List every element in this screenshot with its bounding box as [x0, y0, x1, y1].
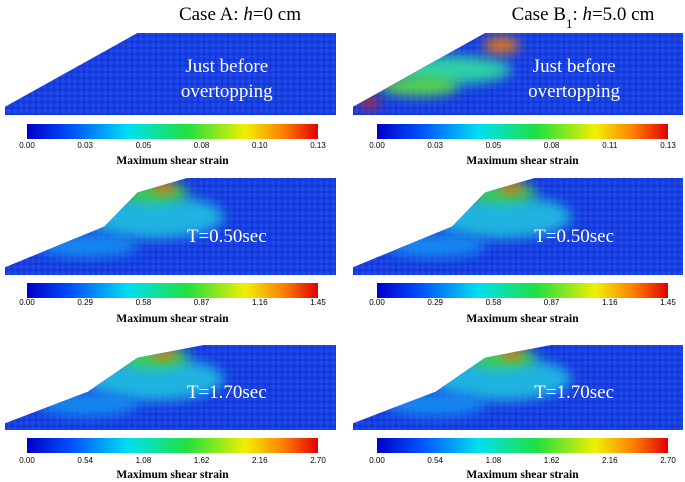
colorbar-tick: 2.16	[252, 456, 268, 465]
colorbar-label: Maximum shear strain	[116, 469, 229, 481]
panel-label: Just before	[185, 56, 268, 77]
title-part: Case B	[512, 4, 566, 25]
colorbar-tick: 0.03	[77, 141, 93, 150]
colorbar-tick: 1.62	[544, 456, 560, 465]
panel-label: T=0.50sec	[187, 226, 267, 247]
strain-zone	[385, 392, 486, 417]
column-title: Case A: h=0 cm	[179, 4, 301, 25]
panel-label: T=0.50sec	[534, 226, 614, 247]
panel-label: overtopping	[528, 81, 620, 102]
colorbar-tick: 1.45	[310, 298, 326, 307]
title-part: Case A:	[179, 4, 243, 25]
strain-zone	[466, 347, 537, 368]
colorbar-tick: 0.13	[310, 141, 326, 150]
colorbar-tick: 1.08	[136, 456, 152, 465]
colorbar-tick: 1.62	[194, 456, 210, 465]
colorbar-tick: 0.87	[544, 298, 560, 307]
panel-label: Just before	[533, 56, 616, 77]
colorbar	[377, 124, 668, 139]
panel-label: T=1.70sec	[187, 382, 267, 403]
colorbar	[27, 438, 318, 453]
simulation-panel: Just before overtopping 0.00 0.03 0.05 0.08 0.…	[353, 33, 683, 167]
colorbar-tick: 0.00	[369, 298, 385, 307]
colorbar-tick: 0.03	[427, 141, 443, 150]
strain-zone	[151, 181, 176, 194]
colorbar	[377, 438, 668, 453]
colorbar	[27, 124, 318, 139]
colorbar-tick: 0.05	[486, 141, 502, 150]
colorbar-label: Maximum shear strain	[466, 155, 579, 167]
colorbar-tick: 0.11	[602, 141, 618, 150]
colorbar-tick: 2.70	[310, 456, 326, 465]
strain-zone	[385, 233, 486, 258]
colorbar-tick: 1.08	[486, 456, 502, 465]
simulation-panel: T=0.50sec 0.00 0.29 0.58 0.87 1.16 1.45 Maximum…	[5, 178, 336, 325]
strain-zone	[379, 76, 459, 97]
colorbar-tick: 0.08	[194, 141, 210, 150]
column-title: Case B1: h=5.0 cm	[512, 4, 655, 31]
panel-label: overtopping	[181, 81, 273, 102]
colorbar	[27, 283, 318, 298]
strain-zone	[118, 347, 189, 368]
colorbar	[377, 283, 668, 298]
title-part: h	[243, 4, 253, 25]
colorbar-label: Maximum shear strain	[116, 155, 229, 167]
colorbar-tick: 0.08	[544, 141, 560, 150]
colorbar-tick: 0.29	[77, 298, 93, 307]
soil-body	[5, 33, 336, 115]
panel-label: T=1.70sec	[534, 382, 614, 403]
simulation-panel: T=0.50sec 0.00 0.29 0.58 0.87 1.16 1.45 Maximum…	[353, 178, 683, 325]
simulation-panel: T=1.70sec 0.00 0.54 1.08 1.62 2.16 2.70 Maximum…	[5, 345, 336, 481]
strain-zone	[499, 347, 524, 360]
title-part: :	[572, 4, 582, 25]
colorbar-tick: 0.54	[77, 456, 93, 465]
colorbar-label: Maximum shear strain	[466, 313, 579, 325]
colorbar-tick: 0.29	[427, 298, 443, 307]
strain-zone	[151, 347, 176, 360]
colorbar-tick: 0.10	[252, 141, 268, 150]
colorbar-label: Maximum shear strain	[116, 313, 229, 325]
colorbar-tick: 0.00	[19, 141, 35, 150]
colorbar-tick: 0.05	[136, 141, 152, 150]
colorbar-tick: 0.58	[486, 298, 502, 307]
title-part: h	[582, 4, 592, 25]
colorbar-tick: 1.16	[602, 298, 618, 307]
simulation-panel: Just before overtopping 0.00 0.03 0.05 0.08 0.…	[5, 33, 336, 167]
colorbar-tick: 2.70	[660, 456, 676, 465]
colorbar-tick: 0.58	[136, 298, 152, 307]
strain-zone	[483, 37, 520, 54]
colorbar-tick: 1.16	[252, 298, 268, 307]
colorbar-tick: 0.54	[427, 456, 443, 465]
colorbar-tick: 2.16	[602, 456, 618, 465]
colorbar-tick: 0.13	[660, 141, 676, 150]
strain-zone	[118, 182, 189, 203]
colorbar-tick: 0.00	[369, 141, 385, 150]
colorbar-tick: 0.87	[194, 298, 210, 307]
simulation-panel: T=1.70sec 0.00 0.54 1.08 1.62 2.16 2.70 Maximum…	[353, 345, 683, 481]
strain-zone	[359, 96, 380, 109]
colorbar-tick: 0.00	[369, 456, 385, 465]
title-part: =5.0 cm	[592, 4, 655, 25]
strain-zone	[37, 233, 138, 258]
strain-zone	[37, 392, 138, 417]
strain-zone	[466, 182, 537, 203]
strain-zone	[499, 181, 524, 194]
colorbar-tick: 1.45	[660, 298, 676, 307]
colorbar-tick: 0.00	[19, 456, 35, 465]
title-part: =0 cm	[253, 4, 301, 25]
colorbar-label: Maximum shear strain	[466, 469, 579, 481]
colorbar-tick: 0.00	[19, 298, 35, 307]
title-part: 1	[566, 16, 573, 31]
